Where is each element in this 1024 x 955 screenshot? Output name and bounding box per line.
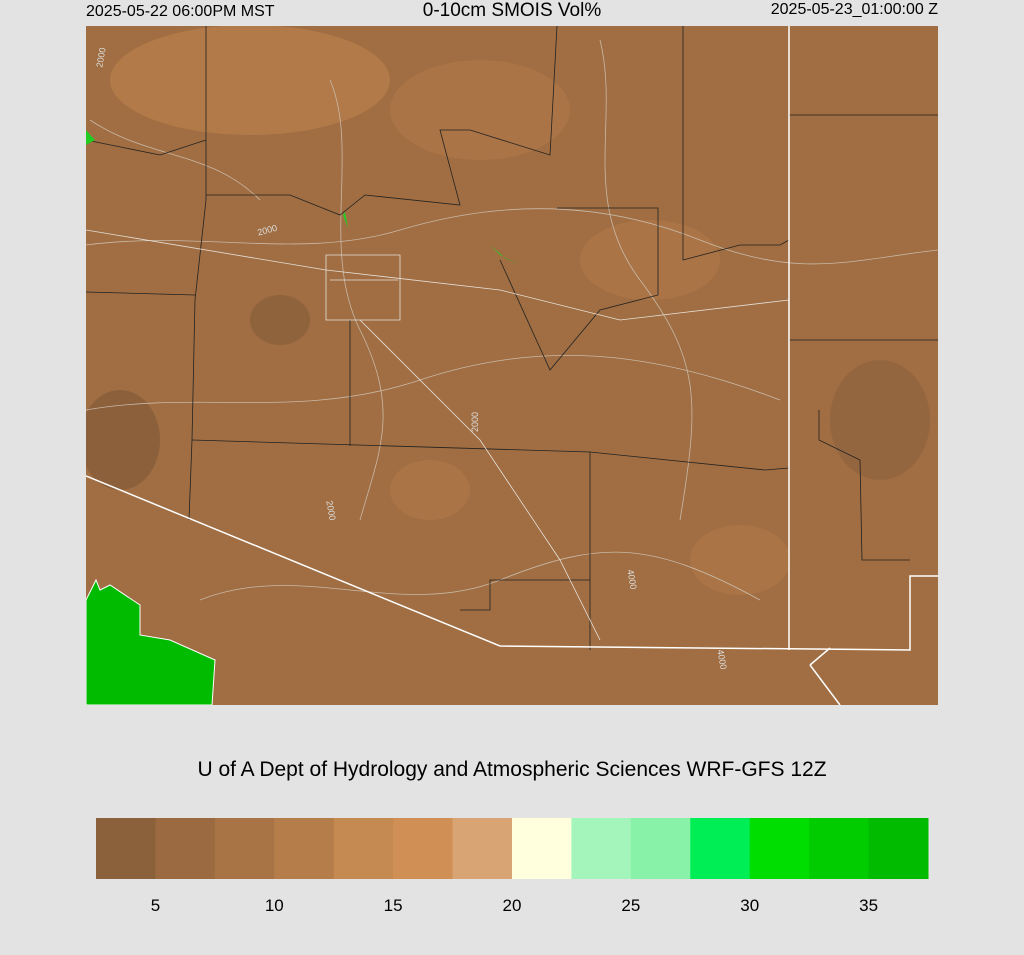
utc-time: 2025-05-23_01:00:00 Z <box>771 1 938 18</box>
contour-label: 4000 <box>715 649 728 670</box>
color-swatch <box>749 818 810 879</box>
colorbar-tick-label: 20 <box>503 896 522 915</box>
credit: U of A Dept of Hydrology and Atmospheric… <box>197 758 826 781</box>
contour-label: 2000 <box>324 500 337 521</box>
colorbar-tick-label: 15 <box>384 896 403 915</box>
color-swatch <box>630 818 691 879</box>
map: 2000 2000 2000 2000 4000 4000 <box>86 26 938 705</box>
patch <box>390 60 570 160</box>
state-border <box>86 475 938 651</box>
colorbar-tick-label: 35 <box>859 896 878 915</box>
colorbar-tick-label: 25 <box>621 896 640 915</box>
contour-label: 2000 <box>470 412 480 432</box>
patch <box>830 360 930 480</box>
patch <box>690 525 790 595</box>
color-swatch <box>690 818 751 879</box>
patch <box>580 220 720 300</box>
patch <box>390 460 470 520</box>
county-lines <box>86 26 938 650</box>
color-swatch <box>274 818 335 879</box>
color-swatch <box>809 818 870 879</box>
valid-time: 2025-05-22 06:00PM MST <box>86 3 275 20</box>
patch <box>86 390 160 490</box>
colorbar: 5 10 15 20 25 30 35 <box>96 818 929 915</box>
color-swatch <box>571 818 632 879</box>
colorbar-tick-label: 10 <box>265 896 284 915</box>
color-swatch <box>155 818 216 879</box>
contour-label: 4000 <box>625 569 638 590</box>
contour-label: 2000 <box>94 47 107 68</box>
patch <box>250 295 310 345</box>
color-swatch <box>868 818 929 879</box>
color-swatch <box>393 818 454 879</box>
color-swatch <box>452 818 513 879</box>
color-swatch <box>96 818 156 879</box>
patch <box>110 26 390 135</box>
color-swatch <box>333 818 394 879</box>
colorbar-tick-label: 30 <box>740 896 759 915</box>
color-swatch <box>512 818 572 879</box>
green-area <box>86 578 216 705</box>
color-swatch <box>214 818 275 879</box>
colorbar-tick-label: 5 <box>151 896 160 915</box>
state-border <box>788 26 841 705</box>
roads <box>86 229 790 641</box>
map-title: 0-10cm SMOIS Vol% <box>423 0 602 21</box>
